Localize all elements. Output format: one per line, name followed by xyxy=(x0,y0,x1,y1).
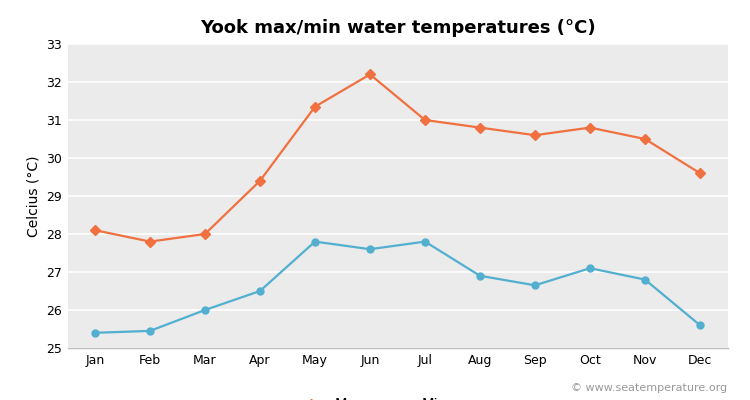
Line: Min: Min xyxy=(92,238,704,336)
Max xyxy=(695,171,704,176)
Min xyxy=(421,239,430,244)
Max xyxy=(530,133,539,138)
Min xyxy=(530,283,539,288)
Max xyxy=(146,239,154,244)
Title: Yook max/min water temperatures (°C): Yook max/min water temperatures (°C) xyxy=(200,19,596,37)
Max xyxy=(200,232,209,236)
Max xyxy=(256,178,265,183)
Min xyxy=(586,266,595,271)
Max xyxy=(310,104,320,109)
Max xyxy=(365,72,374,77)
Legend: Max, Min: Max, Min xyxy=(289,392,453,400)
Min xyxy=(640,277,650,282)
Min xyxy=(365,247,374,252)
Min xyxy=(200,308,209,312)
Y-axis label: Celcius (°C): Celcius (°C) xyxy=(26,155,40,237)
Max xyxy=(421,118,430,122)
Max xyxy=(476,125,484,130)
Line: Max: Max xyxy=(92,71,704,245)
Min xyxy=(695,323,704,328)
Min xyxy=(256,289,265,294)
Max xyxy=(586,125,595,130)
Min xyxy=(476,274,484,278)
Min xyxy=(310,239,320,244)
Min xyxy=(91,330,100,335)
Text: © www.seatemperature.org: © www.seatemperature.org xyxy=(572,383,728,393)
Max xyxy=(640,137,650,142)
Max xyxy=(91,228,100,233)
Min xyxy=(146,328,154,333)
